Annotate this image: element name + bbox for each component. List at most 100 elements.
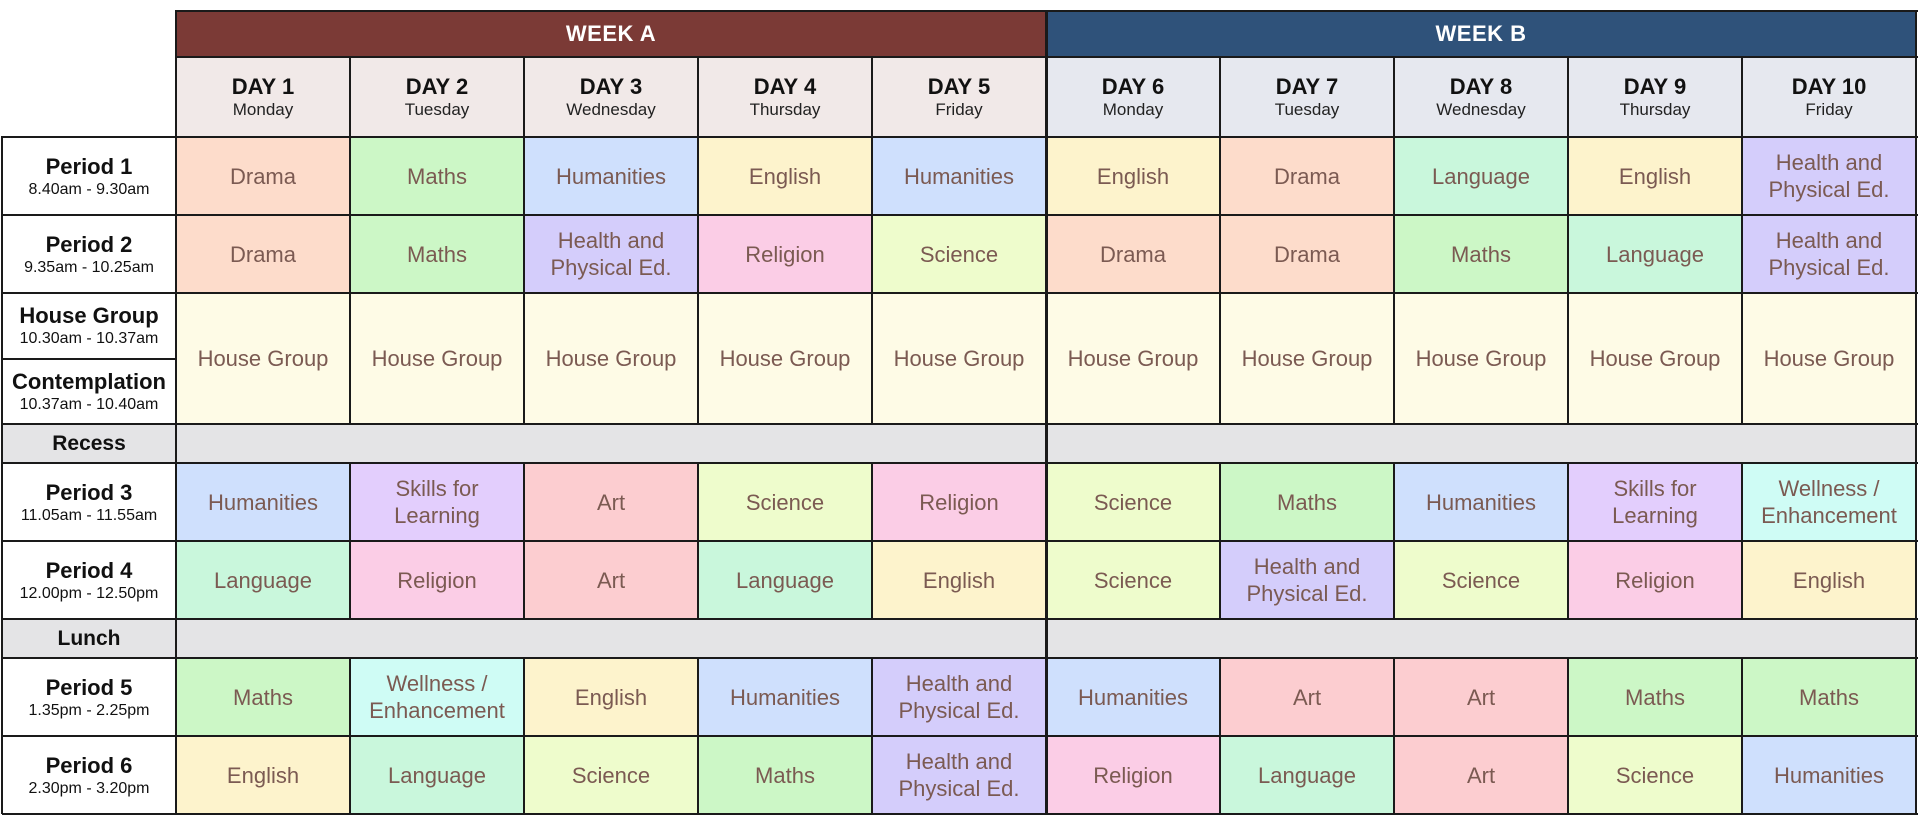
subject-label: Art bbox=[1466, 762, 1496, 788]
grid-line bbox=[1045, 540, 1048, 619]
period-label: House Group 10.30am - 10.37am bbox=[2, 293, 176, 359]
subject-label: Religion bbox=[397, 567, 477, 593]
subject-label: English bbox=[748, 163, 822, 189]
subject-cell: Humanities bbox=[524, 137, 698, 215]
grid-line bbox=[1393, 657, 1395, 736]
subject-label: Skills for Learning bbox=[1612, 476, 1698, 528]
subject-label: Wellness / Enhancement bbox=[369, 671, 505, 723]
subject-label: English bbox=[1096, 163, 1170, 189]
day-header: DAY 5 Friday bbox=[872, 57, 1046, 137]
subject-cell: English bbox=[176, 736, 350, 814]
subject-cell: English bbox=[872, 541, 1046, 619]
day-title: DAY 3 bbox=[579, 74, 643, 99]
subject-label: English bbox=[922, 567, 996, 593]
grid-line bbox=[2, 423, 1918, 425]
period-name: Contemplation bbox=[12, 368, 166, 394]
grid-line bbox=[1741, 56, 1743, 137]
subject-label: Language bbox=[388, 762, 486, 788]
grid-line bbox=[1915, 540, 1917, 619]
break-label-cell: Lunch bbox=[2, 619, 176, 658]
grid-line bbox=[871, 657, 873, 736]
day-title: DAY 6 bbox=[1101, 74, 1165, 99]
period-name: Period 3 bbox=[45, 479, 133, 505]
day-weekday: Thursday bbox=[1619, 100, 1691, 119]
subject-label: Religion bbox=[1093, 762, 1173, 788]
period-time: 1.35pm - 2.25pm bbox=[28, 701, 150, 719]
grid-line bbox=[1045, 136, 1048, 215]
subject-cell: Health and Physical Ed. bbox=[524, 215, 698, 293]
period-label: Period 3 11.05am - 11.55am bbox=[2, 463, 176, 541]
grid-line bbox=[1393, 462, 1395, 541]
day-weekday: Friday bbox=[1805, 100, 1853, 119]
subject-cell: Drama bbox=[176, 215, 350, 293]
subject-label: Skills for Learning bbox=[394, 476, 480, 528]
subject-label: Art bbox=[1466, 684, 1496, 710]
grid-line bbox=[1741, 214, 1743, 293]
subject-cell: Science bbox=[1046, 541, 1220, 619]
subject-label: English bbox=[1792, 567, 1866, 593]
day-title: DAY 5 bbox=[927, 74, 991, 99]
day-header: DAY 2 Tuesday bbox=[350, 57, 524, 137]
grid-line bbox=[1219, 214, 1221, 293]
grid-line bbox=[349, 657, 351, 736]
day-title: DAY 2 bbox=[405, 74, 469, 99]
subject-label: Drama bbox=[1273, 163, 1340, 189]
subject-label: House Group bbox=[719, 346, 851, 371]
grid-line bbox=[1915, 657, 1917, 736]
grid-line bbox=[1219, 56, 1221, 137]
grid-line bbox=[697, 136, 699, 215]
subject-label: Maths bbox=[1451, 241, 1511, 267]
subject-cell: Health and Physical Ed. bbox=[1742, 137, 1916, 215]
period-name: Period 4 bbox=[45, 557, 133, 583]
subject-label: Science bbox=[1615, 762, 1695, 788]
period-label: Period 2 9.35am - 10.25am bbox=[2, 215, 176, 293]
subject-label: Maths bbox=[755, 762, 815, 788]
week-header: WEEK A bbox=[176, 11, 1046, 57]
subject-label: Drama bbox=[229, 163, 296, 189]
subject-label: House Group bbox=[371, 346, 503, 371]
grid-line bbox=[1915, 462, 1917, 541]
subject-cell: House Group bbox=[1046, 293, 1220, 424]
period-time: 12.00pm - 12.50pm bbox=[19, 584, 159, 602]
grid-line bbox=[871, 462, 873, 541]
subject-label: Language bbox=[1432, 163, 1530, 189]
subject-cell: Wellness / Enhancement bbox=[1742, 463, 1916, 541]
subject-cell: House Group bbox=[1394, 293, 1568, 424]
subject-cell: Humanities bbox=[1046, 658, 1220, 736]
subject-label: Health and Physical Ed. bbox=[1768, 228, 1890, 280]
period-label: Period 6 2.30pm - 3.20pm bbox=[2, 736, 176, 814]
grid-line bbox=[523, 136, 525, 215]
subject-label: English bbox=[574, 684, 648, 710]
subject-cell: Language bbox=[698, 541, 872, 619]
subject-cell: Humanities bbox=[1742, 736, 1916, 814]
grid-line bbox=[1741, 735, 1743, 814]
grid-line bbox=[1567, 657, 1569, 736]
grid-line bbox=[1393, 214, 1395, 293]
grid-line bbox=[349, 136, 351, 215]
period-label: Contemplation 10.37am - 10.40am bbox=[2, 359, 176, 425]
subject-cell: Language bbox=[1394, 137, 1568, 215]
grid-line bbox=[697, 540, 699, 619]
break-band bbox=[176, 424, 1046, 463]
period-name: House Group bbox=[19, 303, 159, 329]
subject-cell: House Group bbox=[1568, 293, 1742, 424]
grid-line bbox=[1567, 292, 1569, 424]
subject-label: English bbox=[1618, 163, 1692, 189]
grid-line bbox=[2, 462, 1918, 464]
subject-label: Religion bbox=[745, 241, 825, 267]
subject-label: Humanities bbox=[1425, 489, 1537, 515]
day-weekday: Wednesday bbox=[566, 100, 656, 119]
subject-cell: House Group bbox=[350, 293, 524, 424]
subject-cell: Language bbox=[350, 736, 524, 814]
subject-cell: Humanities bbox=[872, 137, 1046, 215]
subject-label: Language bbox=[214, 567, 312, 593]
grid-line bbox=[523, 540, 525, 619]
grid-line bbox=[1741, 540, 1743, 619]
break-band bbox=[1046, 424, 1916, 463]
grid-line bbox=[871, 214, 873, 293]
grid-line bbox=[523, 214, 525, 293]
subject-label: Maths bbox=[1799, 684, 1859, 710]
subject-cell: Skills for Learning bbox=[1568, 463, 1742, 541]
subject-label: Language bbox=[1258, 762, 1356, 788]
